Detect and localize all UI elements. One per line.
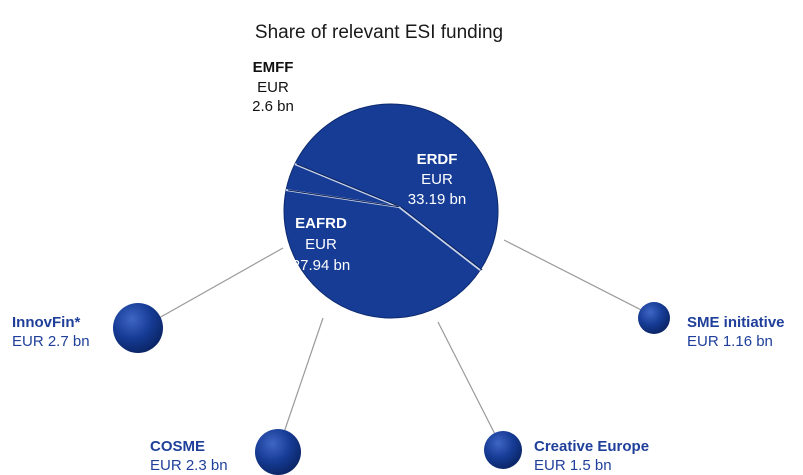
pie-slice-eafrd (283, 189, 481, 319)
satellite-ball-innovfin (113, 303, 163, 353)
separator-erdf-eafrd (398, 206, 481, 271)
label-erdf-name: ERDF (417, 151, 458, 168)
separator-emff-erdf-shadow (296, 163, 402, 208)
connector-creative-europe (437, 321, 503, 449)
pie-chart (283, 103, 499, 319)
satellite-ball-cosme (255, 429, 301, 475)
separator-emff-erdf (294, 163, 400, 208)
connector-cosme (277, 317, 324, 451)
pie-slice-erdf (294, 103, 499, 271)
satellite-amount-cosme: EUR 2.3 bn (150, 457, 228, 474)
label-erdf-value: 33.19 bn (408, 191, 466, 208)
satellite-name-innovfin: InnovFin* (12, 314, 80, 331)
satellite-name-sme-initiative: SME initiative (687, 314, 785, 331)
label-emff-unit: EUR (257, 79, 289, 96)
label-eafrd-value: 27.94 bn (292, 257, 350, 274)
connectors (142, 239, 658, 451)
label-eafrd-unit: EUR (305, 236, 337, 253)
satellite-name-cosme: COSME (150, 438, 205, 455)
satellite-amount-innovfin: EUR 2.7 bn (12, 333, 90, 350)
pie-separators (285, 163, 483, 271)
satellite-amount-creative-europe: EUR 1.5 bn (534, 457, 612, 474)
label-eafrd: EAFRD EUR 27.94 bn (292, 215, 350, 274)
label-erdf: ERDF EUR 33.19 bn (408, 151, 466, 208)
connector-innovfin (142, 247, 284, 328)
label-emff-value: 2.6 bn (252, 98, 294, 115)
satellite-ball-sme-initiative (638, 302, 670, 334)
label-emff: EMFF EUR 2.6 bn (252, 59, 294, 115)
satellite-amount-sme-initiative: EUR 1.16 bn (687, 333, 773, 350)
label-erdf-unit: EUR (421, 171, 453, 188)
connector-sme-initiative (503, 239, 658, 319)
satellite-ball-creative-europe (484, 431, 522, 469)
label-emff-name: EMFF (253, 59, 294, 76)
satellite-name-creative-europe: Creative Europe (534, 438, 649, 455)
label-eafrd-name: EAFRD (295, 215, 347, 232)
chart-title: Share of relevant ESI funding (255, 22, 503, 43)
separator-emff-eafrd-shadow (288, 189, 402, 208)
separator-erdf-eafrd-shadow (400, 206, 483, 271)
